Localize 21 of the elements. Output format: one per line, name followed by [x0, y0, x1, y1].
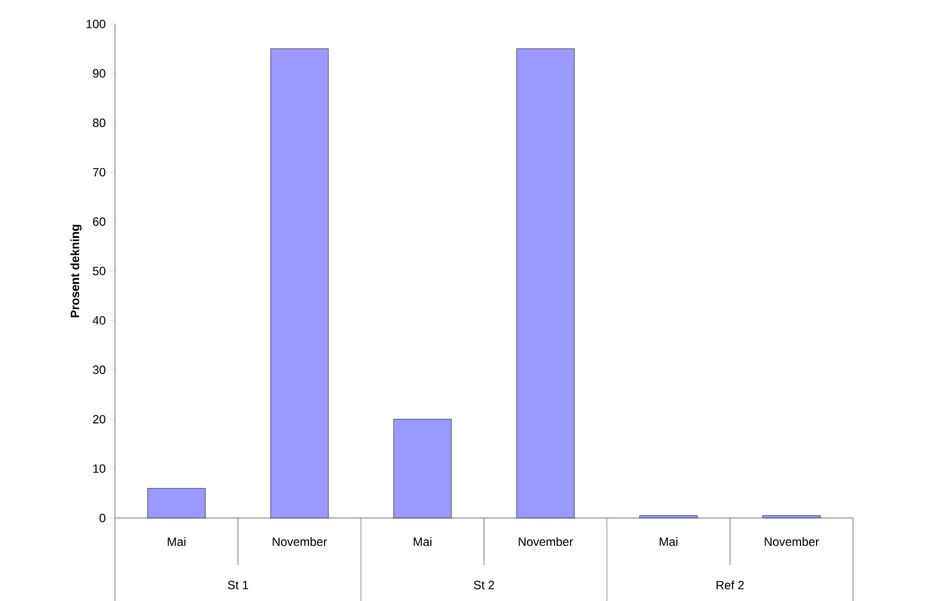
y-tick-label: 60 — [93, 217, 106, 226]
x-tick-label: November — [518, 537, 573, 546]
text: St 1 — [228, 580, 248, 590]
y-tick-label: 100 — [86, 20, 106, 28]
y-tick-label: 10 — [93, 464, 106, 473]
y-tick-label: 80 — [92, 118, 106, 128]
text: St 2 — [474, 580, 494, 590]
x-tick-label: Mai — [414, 537, 432, 546]
y-tick-label: 90 — [93, 69, 106, 78]
text: Ref 2 — [716, 580, 744, 590]
x-tick-label: Mai — [168, 537, 186, 546]
y-tick-label: 0 — [100, 514, 106, 522]
x-tick-label: November — [764, 537, 819, 546]
x-tick-label: Mai — [660, 537, 678, 546]
y-tick-label: 50 — [92, 266, 106, 276]
y-tick-label: 40 — [92, 316, 106, 325]
x-tick-label: November — [272, 537, 327, 546]
y-tick-label: 70 — [93, 168, 106, 176]
y-tick-label: 20 — [93, 414, 106, 424]
y-tick-label: 30 — [92, 366, 106, 374]
y-axis-title: Prosent dekning — [70, 224, 82, 318]
